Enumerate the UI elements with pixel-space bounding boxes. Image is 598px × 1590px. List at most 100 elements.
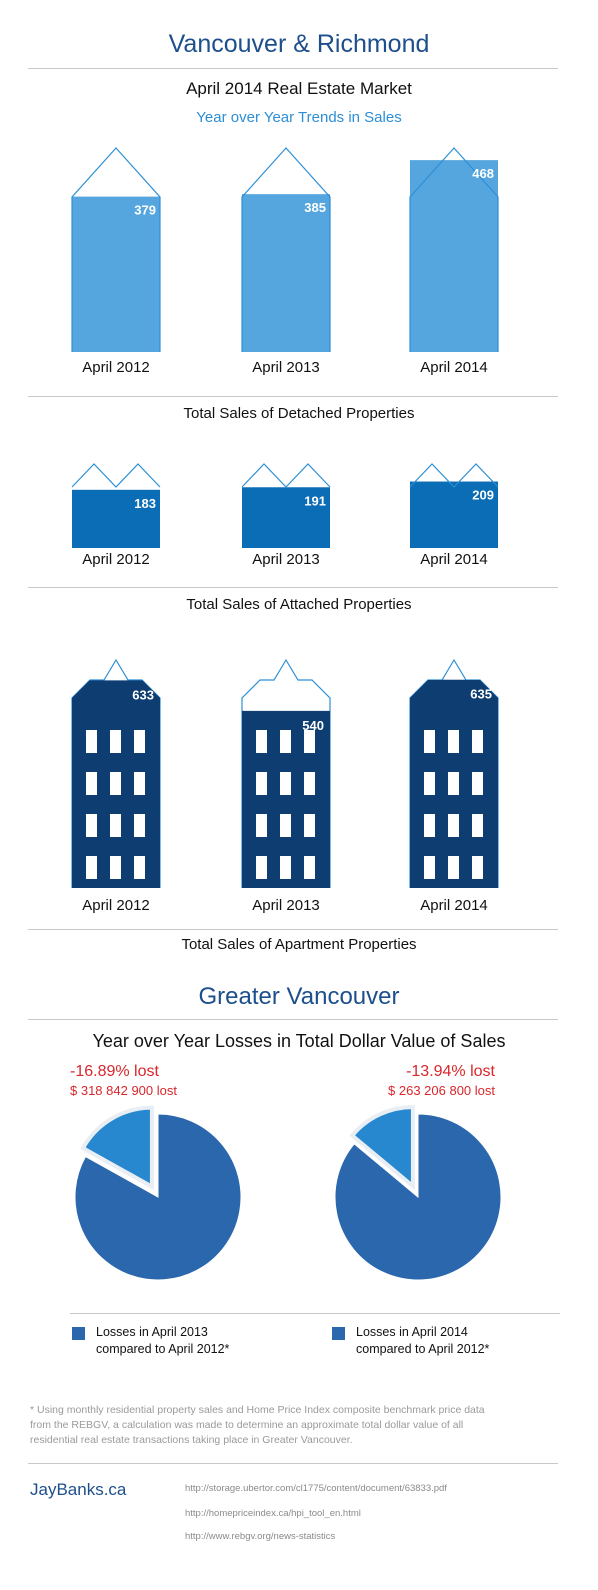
legend-item-2-line-1: Losses in April 2014 — [356, 1325, 468, 1339]
pie-2-remaining-slice — [334, 1113, 502, 1281]
window-1-0-0 — [256, 730, 267, 753]
window-0-2-2 — [134, 814, 145, 837]
legend-item-2-line-2: compared to April 2012* — [356, 1342, 490, 1356]
attached-x-label-1: April 2013 — [252, 551, 320, 568]
window-0-2-1 — [110, 814, 121, 837]
detached-chart-title: Total Sales of Detached Properties — [183, 405, 415, 422]
pie-2-percent-label: -13.94% lost — [406, 1063, 495, 1080]
source-link-3[interactable]: http://www.rebgv.org/news-statistics — [185, 1531, 336, 1542]
attached-value-label-0: 183 — [134, 496, 156, 511]
window-1-3-2 — [304, 856, 315, 879]
house-outline-1 — [241, 147, 331, 352]
apartment-chart: 633 540 635 — [71, 658, 499, 888]
divider — [28, 587, 558, 588]
legend-item-1-line-1: Losses in April 2013 — [96, 1325, 208, 1339]
window-1-3-1 — [280, 856, 291, 879]
attached-x-label-2: April 2014 — [420, 551, 488, 568]
detached-bar-1 — [242, 194, 330, 352]
pie-1-amount-label: $ 318 842 900 lost — [70, 1083, 177, 1098]
window-2-1-0 — [424, 772, 435, 795]
window-1-3-0 — [256, 856, 267, 879]
tower-outline-1 — [241, 658, 331, 888]
window-1-1-2 — [304, 772, 315, 795]
detached-bar-0 — [72, 196, 160, 352]
apartment-x-label-2: April 2014 — [420, 897, 488, 914]
divider — [28, 1463, 558, 1464]
page-subtitle: April 2014 Real Estate Market — [186, 79, 412, 98]
townhouse-roof-0 — [71, 463, 161, 488]
pie-1-percent-label: -16.89% lost — [70, 1063, 159, 1080]
window-2-0-2 — [472, 730, 483, 753]
window-2-2-1 — [448, 814, 459, 837]
detached-value-label-2: 468 — [472, 166, 494, 181]
attached-bar-0 — [72, 489, 160, 548]
window-0-1-0 — [86, 772, 97, 795]
house-outline-0 — [71, 147, 161, 352]
window-2-3-2 — [472, 856, 483, 879]
loss-pie-charts — [74, 1105, 502, 1281]
source-link-2[interactable]: http://homepriceindex.ca/hpi_tool_en.htm… — [185, 1508, 361, 1519]
apartment-value-label-2: 635 — [470, 687, 492, 702]
apartment-x-label-0: April 2012 — [82, 897, 150, 914]
window-0-3-0 — [86, 856, 97, 879]
window-2-0-1 — [448, 730, 459, 753]
attached-bar-1 — [242, 487, 330, 548]
attached-value-label-2: 209 — [472, 488, 494, 503]
losses-chart-title: Year over Year Losses in Total Dollar Va… — [92, 1031, 506, 1051]
attached-chart: 183 191 209 — [71, 463, 499, 548]
window-1-0-1 — [280, 730, 291, 753]
window-1-1-1 — [280, 772, 291, 795]
legend-swatch-2 — [332, 1327, 345, 1340]
legend-swatch-1 — [72, 1327, 85, 1340]
window-0-0-2 — [134, 730, 145, 753]
window-2-2-2 — [472, 814, 483, 837]
legend-item-1: Losses in April 2013 compared to April 2… — [96, 1324, 229, 1358]
brand-logo-text[interactable]: JayBanks.ca — [30, 1480, 127, 1499]
divider — [70, 1313, 560, 1314]
window-1-1-0 — [256, 772, 267, 795]
greater-vancouver-title: Greater Vancouver — [198, 983, 400, 1010]
detached-chart: 379 385 468 — [71, 147, 499, 352]
house-outline-2 — [409, 147, 499, 352]
window-0-0-1 — [110, 730, 121, 753]
townhouse-roof-2 — [409, 463, 499, 488]
window-2-1-2 — [472, 772, 483, 795]
apartment-chart-title: Total Sales of Apartment Properties — [181, 936, 417, 953]
window-0-3-2 — [134, 856, 145, 879]
attached-chart-title: Total Sales of Attached Properties — [186, 596, 412, 613]
townhouse-roof-1 — [241, 463, 331, 488]
apartment-x-label-1: April 2013 — [252, 897, 320, 914]
attached-bar-2 — [410, 481, 498, 548]
pie-2-loss-slice — [349, 1105, 415, 1191]
window-2-3-1 — [448, 856, 459, 879]
window-0-0-0 — [86, 730, 97, 753]
detached-value-label-1: 385 — [304, 200, 326, 215]
source-link-1[interactable]: http://storage.ubertor.com/cl1775/conten… — [185, 1483, 447, 1494]
pie-1-loss-slice — [80, 1105, 154, 1191]
window-2-3-0 — [424, 856, 435, 879]
footnote: * Using monthly residential property sal… — [30, 1404, 485, 1446]
window-1-2-1 — [280, 814, 291, 837]
detached-x-label-2: April 2014 — [420, 359, 488, 376]
window-1-2-0 — [256, 814, 267, 837]
window-2-2-0 — [424, 814, 435, 837]
divider — [28, 1019, 558, 1020]
window-0-1-2 — [134, 772, 145, 795]
divider — [28, 68, 558, 69]
window-0-3-1 — [110, 856, 121, 879]
attached-value-label-1: 191 — [304, 493, 326, 508]
pie-1-remaining-slice — [74, 1113, 242, 1281]
window-1-2-2 — [304, 814, 315, 837]
window-2-1-1 — [448, 772, 459, 795]
detached-bar-2 — [410, 160, 498, 352]
detached-value-label-0: 379 — [134, 203, 156, 218]
pie-2-amount-label: $ 263 206 800 lost — [388, 1083, 495, 1098]
window-0-1-1 — [110, 772, 121, 795]
divider — [28, 396, 558, 397]
apartment-value-label-0: 633 — [132, 687, 154, 702]
window-1-0-2 — [304, 730, 315, 753]
detached-x-label-1: April 2013 — [252, 359, 320, 376]
attached-x-label-0: April 2012 — [82, 551, 150, 568]
detached-x-label-0: April 2012 — [82, 359, 150, 376]
legend-item-1-line-2: compared to April 2012* — [96, 1342, 230, 1356]
